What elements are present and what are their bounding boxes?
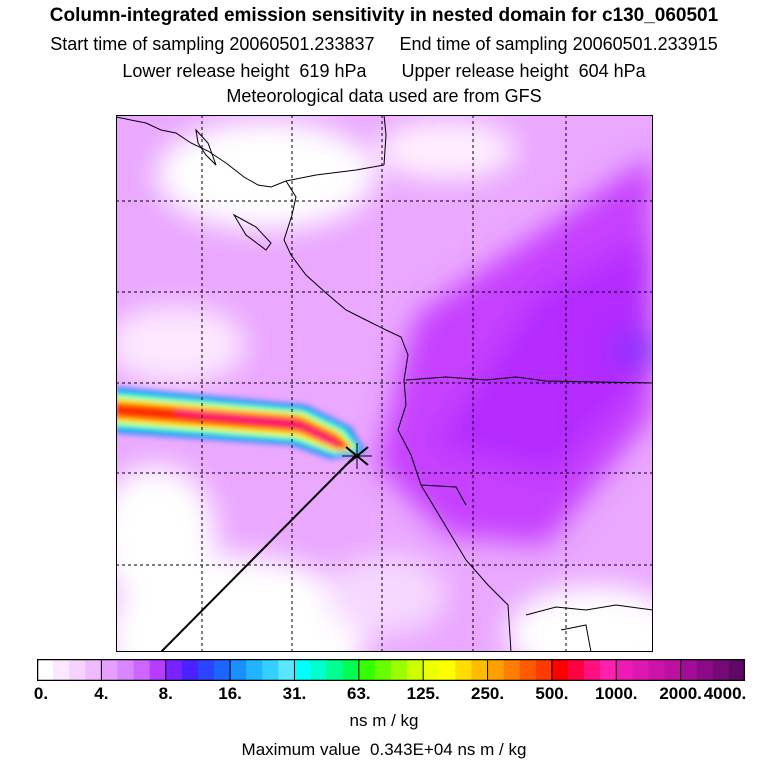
colorbar-tick-label: 63.: [346, 684, 371, 703]
colorbar-swatch: [278, 659, 296, 681]
colorbar-tick-label: 4000.: [703, 684, 747, 703]
emission-plume: [116, 387, 366, 459]
colorbar-swatch: [568, 659, 585, 681]
colorbar-swatch: [181, 659, 199, 681]
colorbar-swatch: [584, 659, 601, 681]
map-title: Column-integrated emission sensitivity i…: [49, 5, 719, 26]
colorbar-swatch: [712, 659, 730, 681]
colorbar-swatch: [423, 659, 440, 681]
coastline: [116, 115, 653, 652]
colorbar-swatch: [101, 659, 119, 681]
colorbar-swatch: [342, 659, 360, 681]
colorbar-swatch: [133, 659, 151, 681]
meteo-data-line: Meteorological data used are from GFS: [226, 86, 542, 106]
colorbar-swatch: [664, 659, 682, 681]
colorbar-tick-label: 500.: [535, 684, 569, 703]
colorbar-tick-label: 8.: [158, 684, 173, 703]
colorbar-swatch: [197, 659, 215, 681]
colorbar-swatch: [214, 659, 231, 681]
colorbar-swatch: [487, 659, 505, 681]
colorbar-swatch: [37, 659, 54, 681]
colorbar-units: ns m / kg: [349, 711, 419, 730]
colorbar-swatch: [632, 659, 650, 681]
colorbar-tick-label: 125.: [406, 684, 440, 703]
colorbar-tick-label: 0.: [33, 684, 49, 703]
colorbar-swatch: [117, 659, 135, 681]
colorbar-tick-label: 250.: [470, 684, 505, 703]
colorbar-swatch: [326, 659, 344, 681]
x-marker-icon: [342, 443, 372, 469]
colorbar-swatch: [85, 659, 102, 681]
colorbar-swatch: [246, 659, 263, 681]
colorbar-swatch: [310, 659, 328, 681]
colorbar-swatch: [519, 659, 537, 681]
colorbar-swatch: [648, 659, 666, 681]
colorbar-swatch: [616, 659, 633, 681]
colorbar-swatch: [600, 659, 617, 681]
sampling-time-line: Start time of sampling 20060501.233837 E…: [50, 34, 718, 54]
colorbar-swatch: [358, 659, 376, 681]
colorbar-tick-label: 2000.: [659, 684, 702, 703]
colorbar-swatch: [680, 659, 698, 681]
colorbar-swatch: [262, 659, 279, 681]
high-sensitivity-band: [376, 155, 653, 545]
colorbar-border: [37, 659, 745, 681]
maximum-value-label: Maximum value 0.343E+04 ns m / kg: [241, 740, 527, 759]
colorbar-tick-label: 31.: [282, 684, 307, 703]
colorbar: [37, 659, 745, 681]
colorbar-tick-label: 16.: [218, 684, 242, 703]
colorbar-swatch: [407, 659, 424, 681]
release-height-line: Lower release height 619 hPa Upper relea…: [122, 61, 646, 81]
colorbar-swatch: [230, 659, 247, 681]
colorbar-swatch: [374, 659, 392, 681]
colorbar-swatch: [149, 659, 167, 681]
colorbar-swatch: [294, 659, 312, 681]
colorbar-tick-label: 4.: [94, 684, 109, 703]
colorbar-swatch: [535, 659, 553, 681]
colorbar-swatch: [696, 659, 714, 681]
colorbar-swatch: [53, 659, 70, 681]
colorbar-swatch: [69, 659, 86, 681]
low-sensitivity-areas: [116, 120, 653, 652]
colorbar-tick-label: 1000.: [594, 684, 638, 703]
colorbar-swatch: [165, 659, 183, 681]
flight-track-line: [160, 454, 357, 652]
colorbar-swatch: [391, 659, 408, 681]
colorbar-swatch: [728, 659, 745, 681]
colorbar-swatch: [471, 659, 489, 681]
colorbar-swatch: [455, 659, 473, 681]
colorbar-swatch: [551, 659, 569, 681]
colorbar-swatch: [439, 659, 456, 681]
colorbar-swatch: [503, 659, 521, 681]
sensitivity-map: [116, 115, 653, 652]
